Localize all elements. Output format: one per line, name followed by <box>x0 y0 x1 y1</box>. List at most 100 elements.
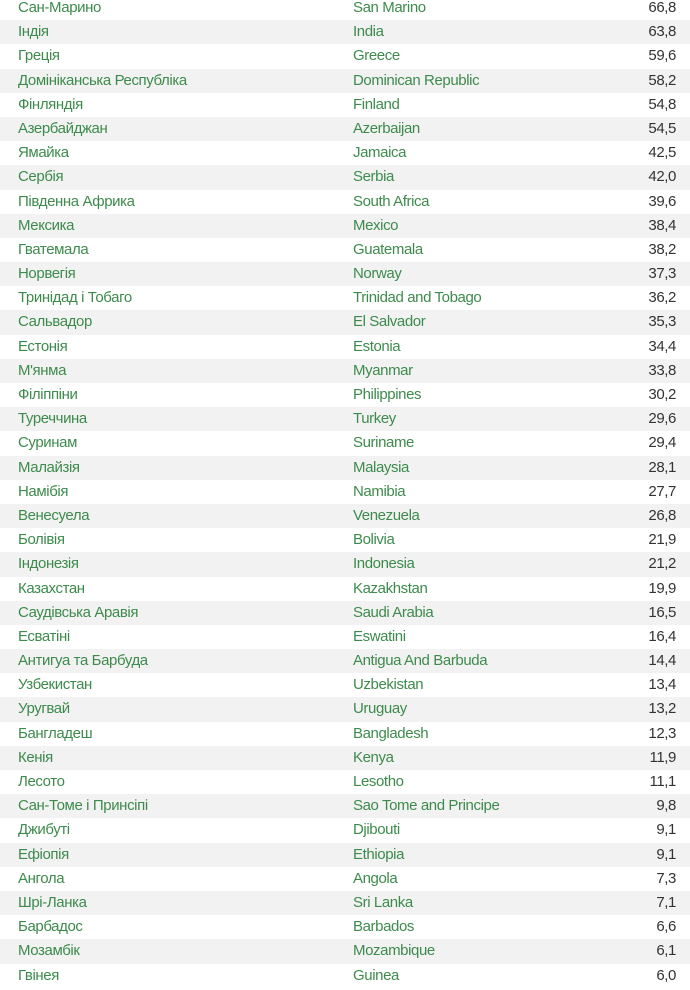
value: 29,4 <box>648 434 676 452</box>
table-row: Болівія Bolivia 21,9 <box>0 528 690 552</box>
country-ukrainian: Мозамбік <box>18 942 80 960</box>
value: 14,4 <box>648 652 676 670</box>
value: 11,9 <box>649 748 677 766</box>
value: 7,1 <box>656 893 676 911</box>
table-row: Джибуті Djibouti 9,1 <box>0 818 690 842</box>
value: 7,3 <box>656 869 676 887</box>
country-ukrainian: Уругвай <box>18 700 70 718</box>
value: 54,5 <box>648 119 676 137</box>
country-ukrainian: Венесуела <box>18 506 90 524</box>
country-ukrainian: Ангола <box>18 869 65 887</box>
country-english: San Marino <box>353 0 426 16</box>
country-ukrainian: Норвегія <box>18 265 76 283</box>
country-ukrainian: Азербайджан <box>18 119 108 137</box>
country-english: Azerbaijan <box>353 119 420 137</box>
country-english: Saudi Arabia <box>353 603 434 621</box>
country-english: Angola <box>353 869 398 887</box>
country-ukrainian: Сан-Марино <box>18 0 101 16</box>
value: 29,6 <box>648 410 676 428</box>
country-english: Malaysia <box>353 458 409 476</box>
country-ukrainian: Казахстан <box>18 579 85 597</box>
country-english: Greece <box>353 47 400 65</box>
country-ukrainian: Узбекистан <box>18 676 92 694</box>
table-row: Саудівська Аравія Saudi Arabia 16,5 <box>0 600 690 625</box>
value: 33,8 <box>648 361 676 379</box>
country-english: Antigua And Barbuda <box>353 652 488 670</box>
country-english: Serbia <box>353 168 394 186</box>
value: 16,4 <box>648 627 676 645</box>
value: 11,1 <box>649 773 677 790</box>
country-english: Myanmar <box>353 361 413 379</box>
value: 6,1 <box>656 942 676 960</box>
table-row: Сан-Томе і Принсіпі Sao Tome and Principe… <box>0 794 690 819</box>
value: 37,3 <box>648 265 676 283</box>
country-english: Djibouti <box>353 821 400 839</box>
table-row: Індонезія Indonesia 21,2 <box>0 552 690 577</box>
country-ukrainian: Шрі-Ланка <box>18 893 87 911</box>
table-row: Сан-Марино San Marino 66,8 <box>0 0 690 20</box>
country-english: Indonesia <box>353 555 415 573</box>
country-english: Mozambique <box>353 942 435 960</box>
value: 34,4 <box>648 337 676 355</box>
country-ukrainian: Бангладеш <box>18 724 93 742</box>
country-ukrainian: Кенія <box>18 748 53 766</box>
country-ukrainian: Домініканська Республіка <box>18 71 187 89</box>
country-ukrainian: Малайзія <box>18 458 80 476</box>
country-ukrainian: Південна Африка <box>18 192 135 210</box>
table-row: Філіппіни Philippines 30,2 <box>0 383 690 407</box>
value: 42,5 <box>648 144 676 162</box>
country-english: Kazakhstan <box>353 579 428 597</box>
country-ukrainian: Сан-Томе і Принсіпі <box>18 797 148 815</box>
value: 38,2 <box>648 240 676 258</box>
country-english: Turkey <box>353 410 396 428</box>
country-english: Eswatini <box>353 627 406 645</box>
value: 42,0 <box>648 168 676 186</box>
value: 21,9 <box>648 531 676 549</box>
table-row: Тринідад і Тобаго Trinidad and Tobago 36,2 <box>0 286 690 310</box>
value: 19,9 <box>648 579 676 597</box>
table-row: Ефіопія Ethiopia 9,1 <box>0 842 690 867</box>
table-row: М'янма Myanmar 33,8 <box>0 358 690 383</box>
table-row: Есватіні Eswatini 16,4 <box>0 625 690 649</box>
country-ukrainian: Антигуа та Барбуда <box>18 652 148 670</box>
country-ukrainian: Туреччина <box>18 410 87 428</box>
table-row: Антигуа та Барбуда Antigua And Barbuda 14,… <box>0 649 690 674</box>
country-ukrainian: Греція <box>18 47 60 65</box>
value: 54,8 <box>648 95 676 113</box>
country-ukrainian: Естонія <box>18 337 68 355</box>
table-row: Сербія Serbia 42,0 <box>0 165 690 190</box>
country-english: Venezuela <box>353 506 420 524</box>
country-english: Norway <box>353 265 402 283</box>
country-english: Ethiopia <box>353 845 405 863</box>
country-english: Lesotho <box>353 773 404 790</box>
table-row: Гватемала Guatemala 38,2 <box>0 238 690 262</box>
country-english: Finland <box>353 95 400 113</box>
country-ukrainian: Саудівська Аравія <box>18 603 139 621</box>
table-row: Лесото Lesotho 11,1 <box>0 770 690 794</box>
table-row: Фінляндія Finland 54,8 <box>0 93 690 117</box>
value: 59,6 <box>648 47 676 65</box>
country-english: Philippines <box>353 386 422 403</box>
country-english: Guatemala <box>353 240 423 258</box>
table-row: Мексика Mexico 38,4 <box>0 213 690 238</box>
table-row: Південна Африка South Africa 39,6 <box>0 190 690 214</box>
country-english: Sri Lanka <box>353 893 413 911</box>
table-row: Малайзія Malaysia 28,1 <box>0 455 690 480</box>
country-english: India <box>353 23 384 41</box>
country-ukrainian: Ефіопія <box>18 845 69 863</box>
country-ukrainian: Сербія <box>18 168 64 186</box>
country-english: Barbados <box>353 918 415 936</box>
table-row: Мозамбік Mozambique 6,1 <box>0 939 690 964</box>
value: 12,3 <box>648 724 676 742</box>
country-english: Bangladesh <box>353 724 429 742</box>
value: 58,2 <box>648 71 676 89</box>
country-english: Sao Tome and Principe <box>353 797 500 815</box>
value: 63,8 <box>648 23 676 41</box>
value: 9,1 <box>656 821 676 839</box>
country-ukrainian: Болівія <box>18 531 65 549</box>
table-row: Естонія Estonia 34,4 <box>0 335 690 359</box>
country-ukrainian: Гвінея <box>18 966 59 984</box>
country-ukrainian: Джибуті <box>18 821 70 839</box>
value: 9,1 <box>656 845 676 863</box>
value: 6,6 <box>656 918 676 936</box>
